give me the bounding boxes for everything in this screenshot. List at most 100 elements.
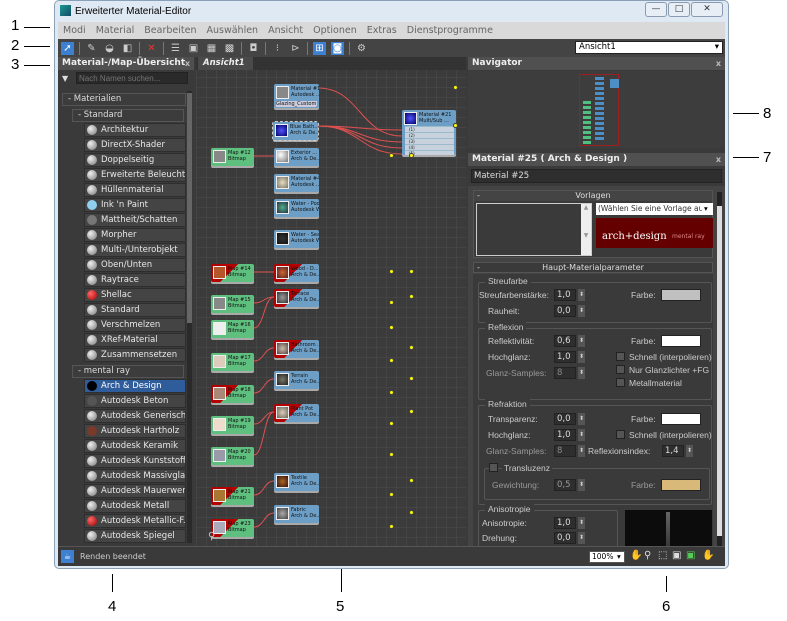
spinner-arrows-icon[interactable]: ⬍ (578, 445, 585, 457)
menu-bearbeiten[interactable]: Bearbeiten (144, 25, 197, 36)
zoom-region-icon[interactable]: ⬚ (658, 550, 668, 561)
close-button[interactable]: ✕ (691, 2, 723, 17)
layout-icon[interactable]: ⁝ (275, 42, 280, 54)
spinner-arrows-icon[interactable]: ⬍ (686, 445, 693, 457)
diffuse-color-swatch[interactable] (661, 289, 701, 301)
refr-fast-checkbox[interactable] (616, 430, 625, 439)
node-port[interactable] (409, 153, 414, 158)
browser-item[interactable]: DirectX-Shader (84, 138, 186, 152)
refl-samples-input[interactable]: 8 (554, 367, 576, 379)
browser-item[interactable]: Architektur (84, 123, 186, 137)
node-port[interactable] (409, 269, 414, 274)
node-port[interactable] (389, 325, 394, 330)
browser-item[interactable]: Oben/Unten (84, 258, 186, 272)
material-node[interactable]: Bathroom ... Arch & De... (274, 340, 319, 358)
material-node[interactable]: Wood - D... Arch & De... (274, 264, 319, 282)
map-node[interactable]: Map #21 Bitmap (211, 487, 254, 505)
menu-auswaehlen[interactable]: Auswählen (206, 25, 259, 36)
browser-item[interactable]: Autodesk Metallic-F... (84, 514, 186, 528)
material-node[interactable]: Terrace Arch & De... (274, 289, 319, 307)
multi-sub-slot[interactable]: (2) (405, 132, 454, 138)
assign-material-icon[interactable]: ◧ (122, 42, 133, 54)
connection-wire[interactable] (253, 378, 275, 394)
browser-scrollbar[interactable] (187, 91, 192, 543)
refl-gloss-input[interactable]: 1,0 (554, 351, 576, 363)
make-unique-icon[interactable]: ▣ (188, 42, 199, 54)
anisotropy-input[interactable]: 1,0 (554, 517, 576, 529)
node-port[interactable] (389, 153, 394, 158)
zoom-select[interactable]: 100% ▾ (589, 551, 625, 563)
node-port[interactable] (389, 300, 394, 305)
group-materials[interactable]: - Materialien (62, 93, 186, 106)
connection-wire[interactable] (253, 480, 275, 496)
translucency-color-swatch[interactable] (661, 479, 701, 491)
connection-wire[interactable] (253, 347, 275, 362)
material-name-field[interactable]: Material #25 (471, 169, 722, 183)
browser-item[interactable]: Raytrace (84, 273, 186, 287)
ior-input[interactable]: 1,4 (662, 445, 684, 457)
show-map-icon[interactable]: ▦ (206, 42, 217, 54)
templates-list-scrollbar[interactable]: ▲ ▼ (581, 204, 591, 255)
connection-wire[interactable] (253, 411, 275, 456)
filter-icon[interactable]: ▼ (62, 74, 69, 83)
node-port[interactable] (409, 294, 414, 299)
search-input[interactable] (76, 72, 188, 84)
browser-item[interactable]: Arch & Design (84, 379, 186, 393)
menu-optionen[interactable]: Optionen (313, 25, 357, 36)
navigator-toggle-icon[interactable]: ⊞ (313, 41, 326, 55)
node-port[interactable] (389, 524, 394, 529)
map-node[interactable]: Map #19 Bitmap (211, 416, 254, 434)
menu-material[interactable]: Material (95, 25, 135, 36)
multi-sub-slot[interactable]: (4) (405, 144, 454, 150)
browser-item[interactable]: Zusammensetzen (84, 348, 186, 362)
move-children-icon[interactable]: ☰ (171, 42, 180, 54)
render-teapot-icon[interactable]: ☕ (61, 550, 74, 563)
refl-color-swatch[interactable] (661, 335, 701, 347)
node-port[interactable] (409, 409, 414, 414)
browser-item[interactable]: Ink 'n Paint (84, 198, 186, 212)
params-scrollbar[interactable] (717, 192, 722, 546)
select-tool-icon[interactable]: ➚ (61, 41, 74, 55)
node-port[interactable] (409, 376, 414, 381)
template-select[interactable]: (Wählen Sie eine Vorlage aus) ▾ (596, 203, 713, 215)
menu-ansicht[interactable]: Ansicht (268, 25, 304, 36)
browser-item[interactable]: Autodesk Massivglas (84, 469, 186, 483)
material-node[interactable]: Textile Arch & De... (274, 473, 319, 491)
material-node[interactable]: Material #4 Autodesk ... (274, 174, 319, 192)
menu-dienstprogramme[interactable]: Dienstprogramme (406, 25, 493, 36)
refr-gloss-input[interactable]: 1,0 (554, 429, 576, 441)
browser-item[interactable]: Autodesk Metall (84, 499, 186, 513)
navigator-viewport-rect[interactable] (579, 74, 619, 146)
browser-item[interactable]: Autodesk Mauerwer... (84, 484, 186, 498)
material-node[interactable]: Fabric Arch & De... (274, 505, 319, 523)
layout-children-icon[interactable]: ⊳ (291, 42, 300, 54)
material-node[interactable]: Plant Pot Arch & De... (274, 404, 319, 422)
browser-item[interactable]: Autodesk Keramik (84, 439, 186, 453)
node-port[interactable] (453, 123, 458, 128)
navigator-view[interactable] (468, 71, 725, 148)
rotation-input[interactable]: 0,0 (554, 532, 576, 544)
spinner-arrows-icon[interactable]: ⬍ (578, 479, 585, 491)
navigator-close-icon[interactable]: x (715, 59, 721, 68)
reflectivity-input[interactable]: 0,6 (554, 335, 576, 347)
browser-item[interactable]: Autodesk Generisch (84, 409, 186, 423)
refl-fast-checkbox[interactable] (616, 352, 625, 361)
binoculars-icon[interactable]: ⚲ (208, 531, 216, 542)
map-node[interactable]: Map #20 Bitmap (211, 447, 254, 465)
material-node[interactable]: Blue Bath... Arch & De... (272, 121, 319, 141)
spinner-arrows-icon[interactable]: ⬍ (578, 429, 585, 441)
parameter-editor-icon[interactable]: ◙ (331, 41, 344, 55)
tab-ansicht1[interactable]: Ansicht1 (198, 57, 253, 70)
pan-hand-icon[interactable]: ✋ (630, 550, 643, 561)
browser-item[interactable]: Autodesk Kunststoff... (84, 454, 186, 468)
connection-wire[interactable] (253, 296, 275, 329)
menu-extras[interactable]: Extras (366, 25, 397, 36)
metal-checkbox[interactable] (616, 378, 625, 387)
browser-item[interactable]: Erweiterte Beleucht... (84, 168, 186, 182)
refr-samples-input[interactable]: 8 (554, 445, 576, 457)
node-slot[interactable]: Glazing_Custom_Color... (276, 101, 317, 107)
spinner-arrows-icon[interactable]: ⬍ (578, 305, 585, 317)
highlights-fg-checkbox[interactable] (616, 365, 625, 374)
